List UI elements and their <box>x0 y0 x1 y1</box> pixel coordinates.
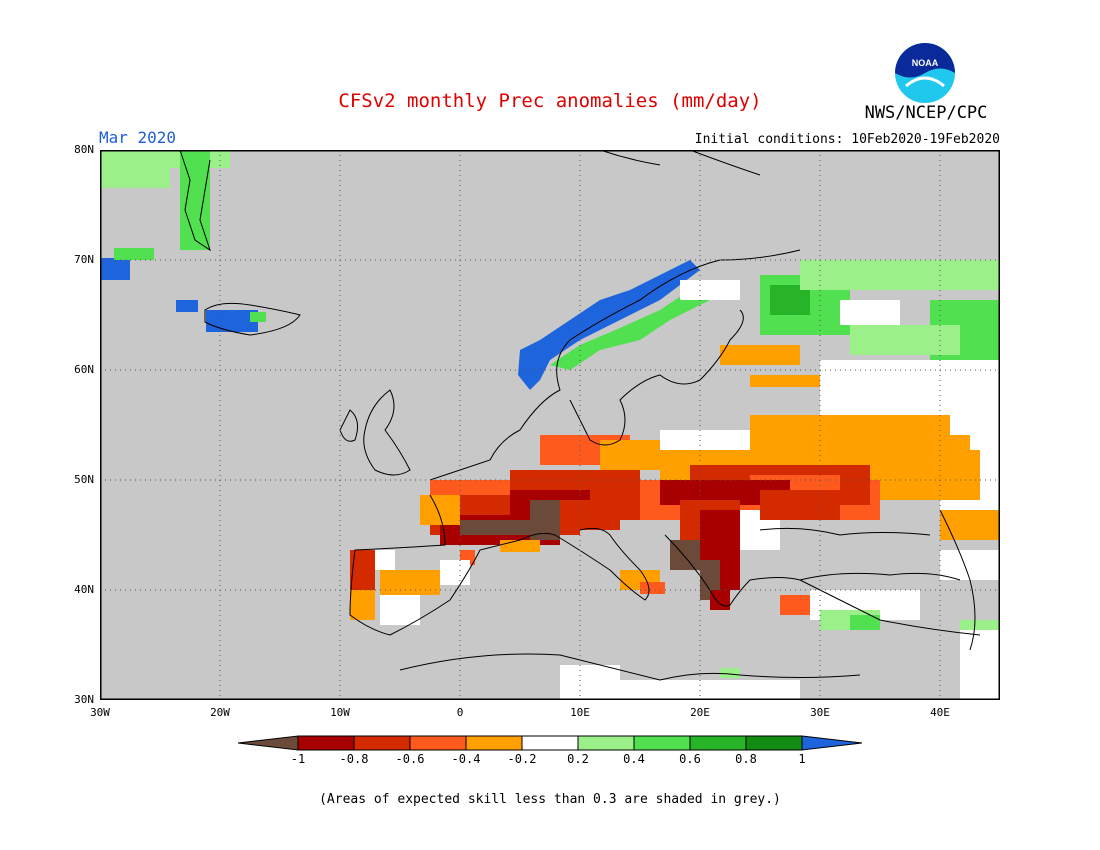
noaa-logo: NOAA <box>895 43 955 103</box>
colorbar-tick-label: 0.6 <box>679 752 701 766</box>
lat-label: 80N <box>74 143 94 156</box>
colorbar-arrow-low <box>238 735 299 751</box>
lat-label: 70N <box>74 253 94 266</box>
colorbar-cell <box>409 735 467 751</box>
lat-label: 40N <box>74 583 94 596</box>
graticule <box>100 150 1000 700</box>
colorbar-tick-label: -0.4 <box>451 752 481 766</box>
skill-footnote: (Areas of expected skill less than 0.3 a… <box>319 792 781 807</box>
colorbar-tick-label: -0.6 <box>395 752 425 766</box>
colorbar-cell <box>521 735 579 751</box>
colorbar-tick-label: -1 <box>290 752 306 766</box>
lon-label: 0 <box>456 706 464 719</box>
lat-label: 60N <box>74 363 94 376</box>
lon-label: 10W <box>330 706 350 719</box>
lon-label: 20E <box>690 706 710 719</box>
colorbar-tick-label: 1 <box>798 752 806 766</box>
lon-label: 40E <box>930 706 950 719</box>
forecast-month: Mar 2020 <box>99 128 177 147</box>
initial-conditions: Initial conditions: 10Feb2020-19Feb2020 <box>694 132 1000 147</box>
colorbar-cell <box>577 735 635 751</box>
colorbar-tick-label: -0.2 <box>507 752 537 766</box>
colorbar-cell <box>297 735 355 751</box>
lon-label: 10E <box>570 706 590 719</box>
colorbar-tick-label: 0.4 <box>623 752 645 766</box>
colorbar-tick-label: -0.8 <box>339 752 369 766</box>
chart-title: CFSv2 monthly Prec anomalies (mm/day) <box>338 90 762 112</box>
colorbar-cell <box>745 735 803 751</box>
colorbar-arrow-high <box>801 735 862 751</box>
colorbar-cell <box>633 735 691 751</box>
colorbar-cell <box>353 735 411 751</box>
lon-label: 20W <box>210 706 230 719</box>
map-frame <box>100 150 1000 700</box>
lon-label: 30E <box>810 706 830 719</box>
colorbar-tick-label: 0.8 <box>735 752 757 766</box>
anomaly-map <box>100 150 1000 700</box>
noaa-logo-text: NOAA <box>912 58 939 68</box>
coastlines <box>179 150 981 681</box>
lon-label: 30W <box>90 706 110 719</box>
agency-label: NWS/NCEP/CPC <box>864 103 988 123</box>
colorbar <box>238 735 862 751</box>
colorbar-cell <box>465 735 523 751</box>
lat-label: 30N <box>74 693 94 706</box>
colorbar-cell <box>689 735 747 751</box>
lat-label: 50N <box>74 473 94 486</box>
colorbar-tick-label: 0.2 <box>567 752 589 766</box>
